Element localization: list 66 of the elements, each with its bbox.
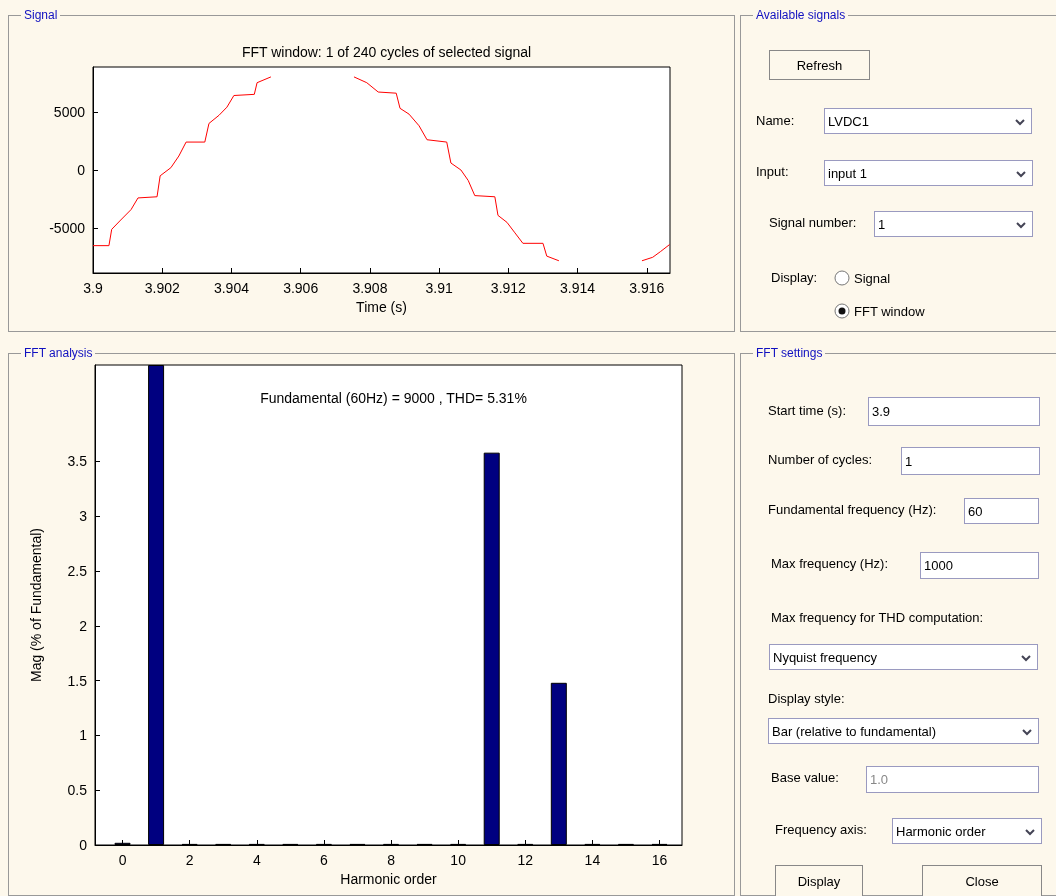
y-tick-label: 2.5 bbox=[67, 563, 88, 580]
text: Display style: bbox=[768, 691, 845, 706]
button: Refresh bbox=[769, 50, 870, 80]
x-tick-label: 3.906 bbox=[283, 280, 319, 296]
text: Fundamental (60Hz) = 9000 , THD= 5.31% bbox=[260, 390, 527, 406]
y-tick-label: 0 bbox=[79, 837, 88, 853]
y-tick-label: 0 bbox=[77, 162, 86, 178]
x-tick-label: 3.916 bbox=[629, 280, 665, 296]
x-tick-label: 2 bbox=[185, 852, 194, 868]
button: Close bbox=[922, 865, 1042, 896]
x-axis-title: Time (s) bbox=[356, 298, 407, 315]
x-tick-label: 4 bbox=[252, 852, 261, 868]
text: Start time (s): bbox=[768, 403, 847, 418]
x-tick-label: 3.91 bbox=[425, 280, 453, 296]
text: Fundamental frequency (Hz): bbox=[768, 502, 937, 517]
x-tick-label: 12 bbox=[517, 852, 534, 868]
x-tick-label: 3.9 bbox=[83, 280, 103, 296]
text: Input: bbox=[756, 164, 789, 179]
dropdown: input 1 bbox=[824, 160, 1033, 186]
y-tick-label: 3 bbox=[79, 508, 88, 525]
chart-title: FFT window: 1 of 240 cycles of selected signal bbox=[241, 44, 532, 60]
x-tick-label: 14 bbox=[584, 852, 601, 868]
text: Max frequency for THD computation: bbox=[771, 610, 984, 625]
x-tick-label: 16 bbox=[651, 852, 668, 868]
y-tick-label: 2 bbox=[79, 617, 88, 634]
y-tick-label: 1.5 bbox=[67, 672, 88, 689]
dropdown: Nyquist frequency bbox=[769, 644, 1038, 670]
text: Signal number: bbox=[769, 215, 857, 230]
text-field: 1.0 bbox=[866, 766, 1039, 793]
x-tick-label: 3.904 bbox=[213, 280, 250, 296]
text: Available signals bbox=[753, 7, 849, 23]
text: Signal bbox=[21, 7, 61, 23]
x-tick-label: 3.912 bbox=[490, 280, 527, 296]
text-field: 1000 bbox=[920, 552, 1039, 579]
x-axis-title: Harmonic order bbox=[340, 870, 438, 887]
text: Number of cycles: bbox=[768, 452, 873, 467]
y-tick-label: 0.5 bbox=[67, 782, 88, 799]
x-tick-label: 8 bbox=[387, 852, 396, 868]
text-field: 1 bbox=[901, 447, 1040, 475]
x-tick-label: 0 bbox=[118, 852, 127, 868]
text: Display: bbox=[771, 270, 818, 285]
x-tick-label: 6 bbox=[319, 852, 328, 868]
y-tick-label: 1 bbox=[79, 727, 88, 744]
text: Name: bbox=[756, 113, 795, 128]
dropdown: Bar (relative to fundamental) bbox=[768, 718, 1039, 744]
text: Frequency axis: bbox=[775, 822, 867, 837]
text: FFT settings bbox=[753, 345, 826, 361]
dropdown: 1 bbox=[874, 211, 1033, 237]
text: Base value: bbox=[771, 770, 839, 785]
text: FFT window bbox=[854, 303, 925, 319]
text: Signal bbox=[854, 270, 891, 286]
dropdown: LVDC1 bbox=[824, 108, 1032, 134]
x-tick-label: 3.908 bbox=[352, 280, 388, 296]
y-tick-label: 3.5 bbox=[67, 453, 88, 470]
x-tick-label: 3.914 bbox=[560, 280, 596, 296]
text: Max frequency (Hz): bbox=[771, 556, 889, 571]
text: FFT analysis bbox=[21, 345, 96, 361]
y-axis-title: Mag (% of Fundamental) bbox=[28, 527, 44, 683]
dropdown: Harmonic order bbox=[892, 818, 1042, 844]
text-field: 3.9 bbox=[868, 397, 1040, 426]
y-tick-label: -5000 bbox=[49, 220, 86, 237]
y-tick-label: 5000 bbox=[53, 103, 86, 120]
button: Display bbox=[775, 865, 863, 896]
x-tick-label: 10 bbox=[450, 852, 467, 868]
x-tick-label: 3.902 bbox=[144, 280, 180, 296]
text-field: 60 bbox=[964, 498, 1039, 524]
